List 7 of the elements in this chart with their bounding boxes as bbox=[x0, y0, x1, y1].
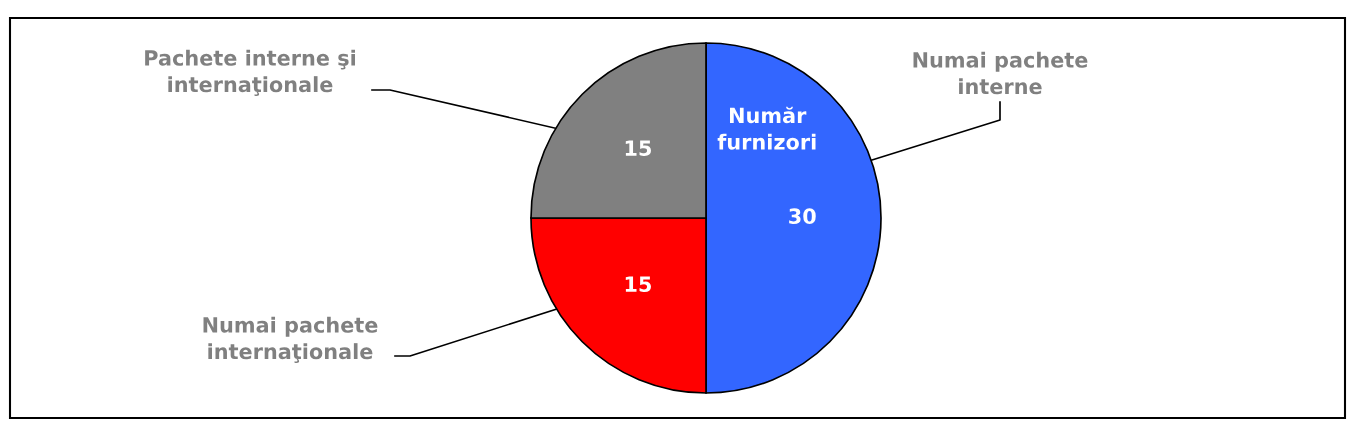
slice-label: Numai pachete internaţionale bbox=[203, 316, 378, 364]
text: Număr furnizori bbox=[717, 106, 816, 150]
data-label: 30 bbox=[789, 208, 816, 225]
slice-label: Numai pachete interne bbox=[913, 51, 1088, 95]
data-label: 15 bbox=[625, 140, 651, 156]
data-label: 15 bbox=[625, 276, 651, 293]
slice-label: Pachete interne şi internaţionale bbox=[145, 49, 356, 97]
